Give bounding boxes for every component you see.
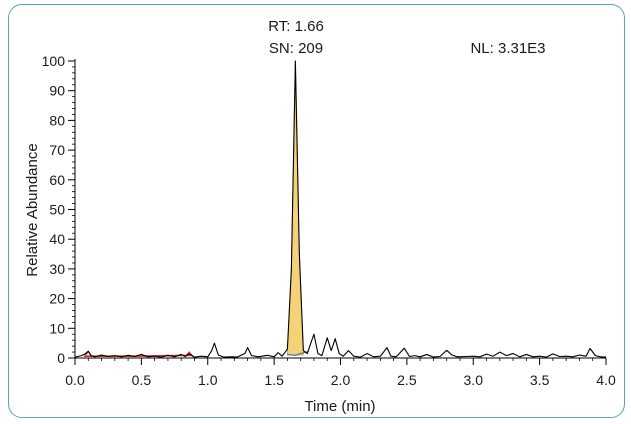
x-tick-label: 1.5 [264,372,284,388]
y-tick-label: 40 [49,231,65,247]
rt-annotation: RT: 1.66 [268,18,324,35]
x-tick-label: 2.5 [397,372,417,388]
x-tick-label: 0.5 [132,372,152,388]
labels-layer: 0 10 20 30 40 50 60 70 80 90 100 0.0 0.5 1.0 1.5 2.0 2.5… [42,53,616,388]
x-tick-label: 3.5 [530,372,550,388]
nl-annotation: NL: 3.31E3 [470,40,545,57]
chromatogram-trace [74,60,607,358]
trace-layer [74,60,607,358]
y-tick-label: 80 [49,112,65,128]
x-tick-label: 2.0 [331,372,351,388]
y-tick-label: 50 [49,202,65,218]
peak-fill-layer [83,60,309,358]
y-tick-label: 10 [49,320,65,336]
y-tick-label: 0 [57,350,65,366]
y-axis-title: Relative Abundance [24,143,41,276]
axes-layer [68,59,607,365]
x-tick-label: 4.0 [596,372,616,388]
y-tick-label: 100 [42,53,66,69]
y-tick-label: 20 [49,291,65,307]
y-tick-label: 70 [49,142,65,158]
y-tick-label: 60 [49,172,65,188]
x-tick-label: 1.0 [198,372,218,388]
x-axis-title: Time (min) [304,398,375,415]
x-tick-label: 3.0 [464,372,484,388]
y-tick-label: 30 [49,261,65,277]
x-tick-label: 0.0 [65,372,85,388]
sn-annotation: SN: 209 [269,40,323,57]
y-tick-label: 90 [49,83,65,99]
